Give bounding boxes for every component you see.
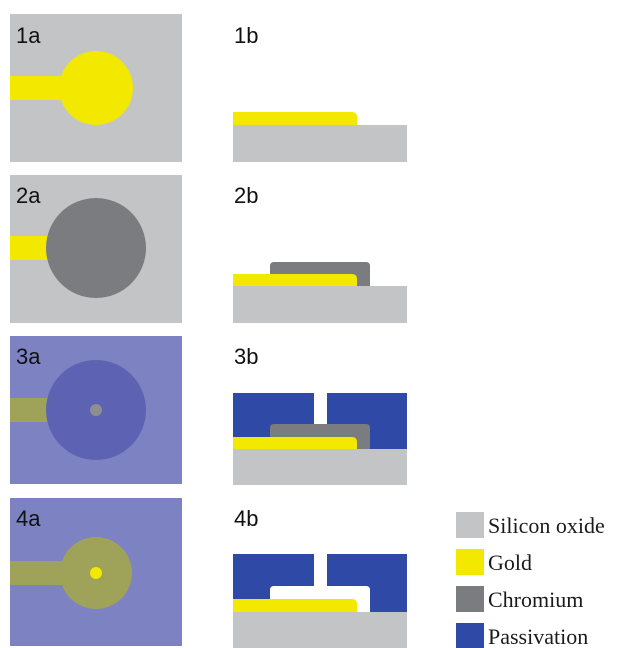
chromium-pad-top [46, 198, 146, 298]
legend-swatch-gold [456, 549, 484, 575]
panel-2b: 2b [233, 183, 407, 323]
legend-item-chromium: Chromium [456, 586, 583, 612]
legend-swatch-chromium [456, 586, 484, 612]
panel-4a: 4a [10, 498, 182, 646]
panel-label-3b: 3b [234, 344, 258, 369]
gold-layer-section [233, 274, 357, 286]
panel-4b: 4b [233, 506, 407, 648]
legend: Silicon oxide Gold Chromium Passivation [456, 512, 605, 648]
panel-1b: 1b [233, 23, 407, 162]
panel-1a: 1a [10, 14, 182, 162]
legend-label-gold: Gold [488, 550, 532, 575]
legend-item-silicon-oxide: Silicon oxide [456, 512, 605, 538]
gold-exposed-opening-top [90, 567, 102, 579]
legend-label-passivation: Passivation [488, 624, 588, 648]
silicon-oxide-layer-section [233, 286, 407, 323]
panel-label-3a: 3a [16, 344, 41, 369]
silicon-oxide-layer-section [233, 125, 407, 162]
panel-label-1b: 1b [234, 23, 258, 48]
legend-swatch-silicon-oxide [456, 512, 484, 538]
panel-2a: 2a [10, 175, 182, 323]
gold-pad-top [59, 51, 133, 125]
legend-item-gold: Gold [456, 549, 532, 575]
legend-swatch-passivation [456, 623, 484, 648]
legend-item-passivation: Passivation [456, 623, 588, 648]
via-channel-section [314, 554, 327, 588]
silicon-oxide-layer-section [233, 612, 407, 648]
gold-layer-section [233, 112, 357, 125]
panel-3a: 3a [10, 336, 182, 484]
gold-layer-section [233, 437, 357, 449]
gold-layer-section [233, 599, 357, 612]
panel-label-2a: 2a [16, 183, 41, 208]
panel-label-1a: 1a [16, 23, 41, 48]
silicon-oxide-layer-section [233, 449, 407, 485]
via-opening-top [90, 404, 102, 416]
panel-3b: 3b [233, 344, 407, 485]
legend-label-chromium: Chromium [488, 587, 583, 612]
panel-label-4b: 4b [234, 506, 258, 531]
legend-label-silicon-oxide: Silicon oxide [488, 513, 605, 538]
panel-label-4a: 4a [16, 506, 41, 531]
panel-label-2b: 2b [234, 183, 258, 208]
